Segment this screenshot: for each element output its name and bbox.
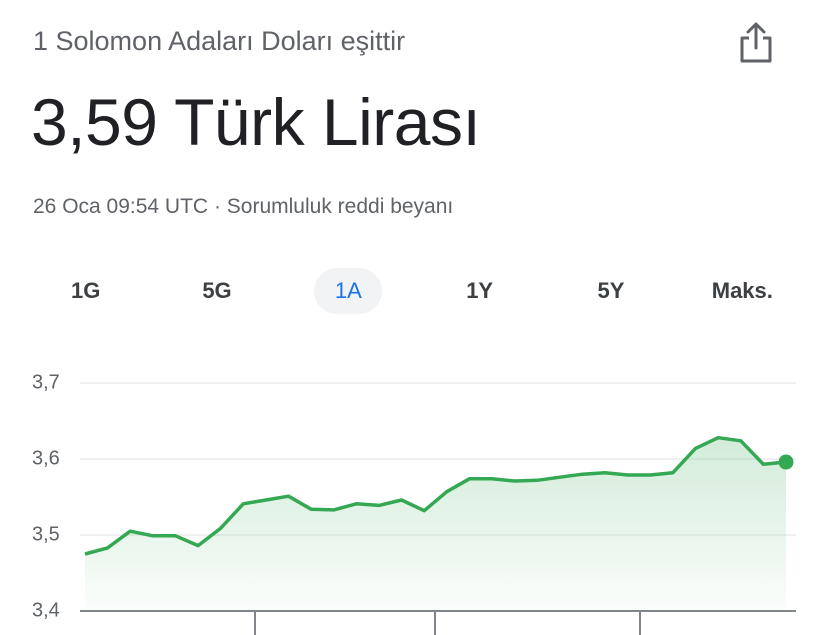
timestamp: 26 Oca 09:54 UTC (33, 195, 209, 218)
area (85, 437, 786, 611)
range-tab[interactable]: 1Y (466, 278, 494, 303)
meta-line: 26 Oca 09:54 UTC · Sorumluluk reddi beya… (33, 195, 453, 219)
range-tab[interactable]: 1A (314, 268, 383, 314)
disclaimer-link[interactable]: Sorumluluk reddi beyanı (226, 195, 454, 218)
separator: · (213, 195, 221, 218)
range-tab[interactable]: 1G (70, 278, 101, 303)
chart: 3,4 3,5 3,6 3,7 (32, 371, 796, 635)
share-button[interactable] (738, 20, 774, 64)
last-point (778, 454, 794, 470)
conversion-result: 3,59 Türk Lirası (31, 85, 481, 159)
y-tick-label: 3,7 (32, 371, 60, 393)
range-tab[interactable]: 5Y (597, 278, 625, 303)
share-box (740, 36, 772, 63)
y-tick-label: 3,5 (32, 523, 60, 545)
share-arrow (746, 22, 766, 50)
range-tab[interactable]: 5G (202, 278, 232, 303)
y-tick-label: 3,4 (32, 599, 60, 621)
subtitle: 1 Solomon Adaları Doları eşittir (33, 26, 406, 56)
y-tick-label: 3,6 (32, 447, 60, 469)
line (84, 435, 787, 556)
range-tab[interactable]: Maks. (711, 278, 773, 303)
range-tabs: 1G 5G 1A 1Y 5Y Maks. (20, 268, 808, 314)
